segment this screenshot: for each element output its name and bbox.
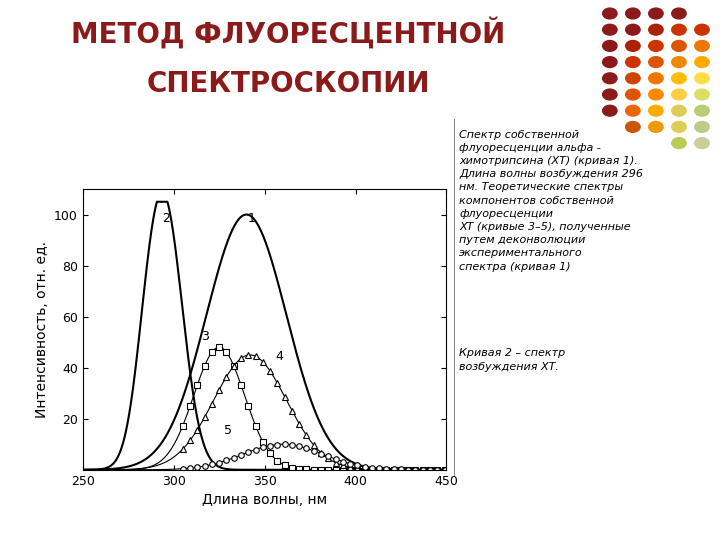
Y-axis label: Интенсивность, отн. ед.: Интенсивность, отн. ед. (35, 241, 48, 418)
Text: МЕТОД ФЛУОРЕСЦЕНТНОЙ: МЕТОД ФЛУОРЕСЦЕНТНОЙ (71, 16, 505, 48)
Text: 5: 5 (224, 424, 233, 437)
Text: Спектр собственной
флуоресценции альфа -
химотрипсина (ХТ) (кривая 1).
Длина вол: Спектр собственной флуоресценции альфа -… (459, 130, 644, 272)
X-axis label: Длина волны, нм: Длина волны, нм (202, 493, 327, 507)
Text: 4: 4 (275, 350, 283, 363)
Text: Кривая 2 – спектр
возбуждения ХТ.: Кривая 2 – спектр возбуждения ХТ. (459, 348, 566, 372)
Text: 1: 1 (248, 212, 256, 225)
Text: СПЕКТРОСКОПИИ: СПЕКТРОСКОПИИ (146, 70, 430, 98)
Text: 2: 2 (163, 212, 171, 225)
Text: 3: 3 (201, 329, 209, 342)
